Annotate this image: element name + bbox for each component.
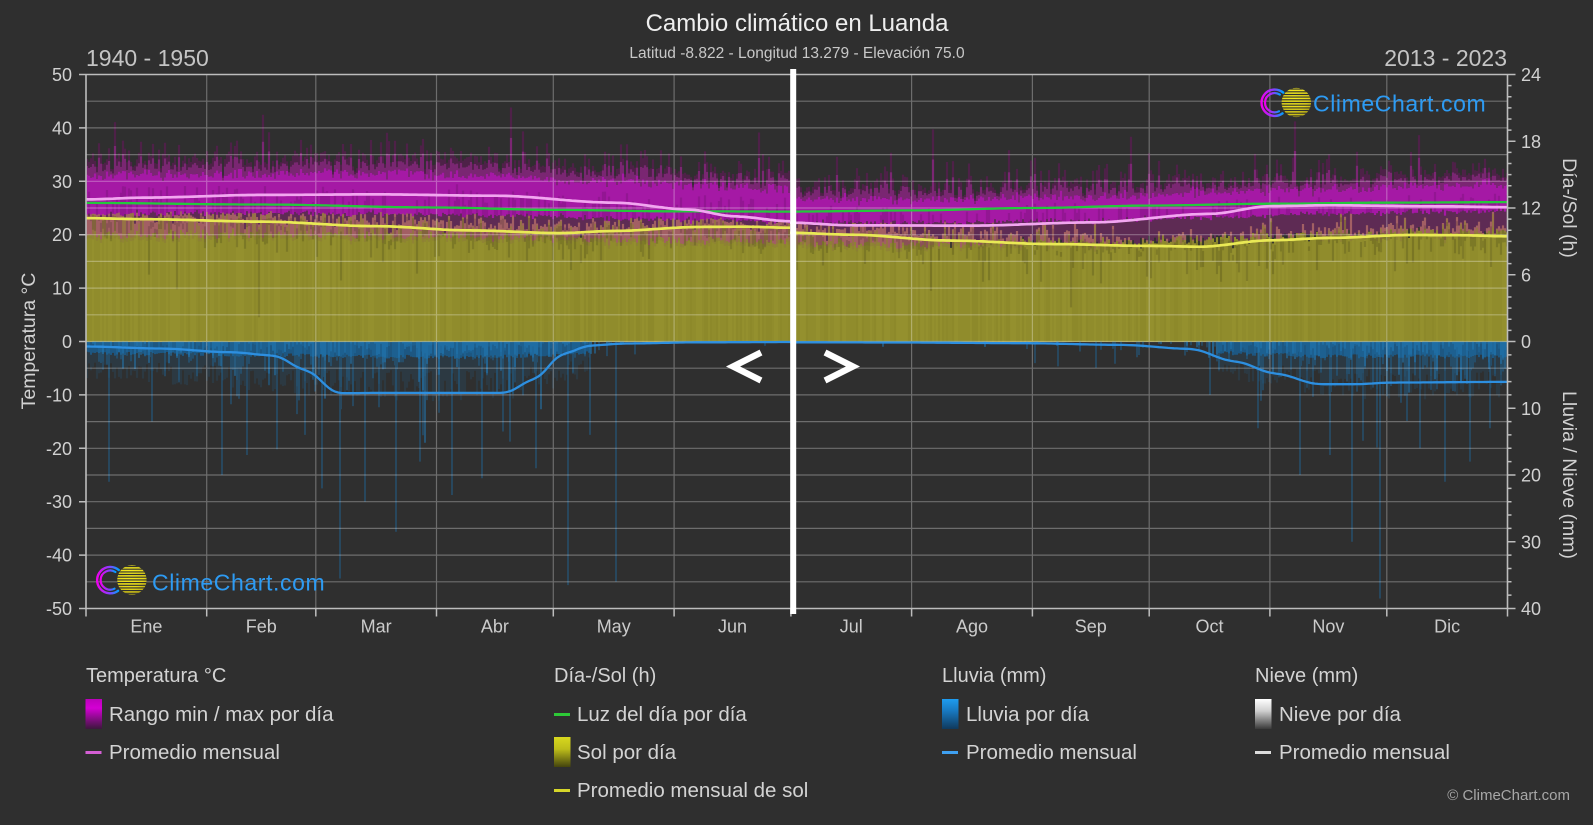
svg-text:Mar: Mar [361,617,392,637]
svg-text:Lluvia (mm): Lluvia (mm) [942,665,1046,687]
svg-text:-40: -40 [46,546,72,566]
svg-text:ClimeChart.com: ClimeChart.com [152,570,325,596]
svg-text:Día-/Sol (h): Día-/Sol (h) [554,665,656,687]
svg-text:12: 12 [1521,199,1541,219]
svg-text:Sep: Sep [1075,617,1107,637]
svg-text:Sol por día: Sol por día [577,741,677,764]
svg-text:18: 18 [1521,132,1541,152]
svg-text:Nieve (mm): Nieve (mm) [1255,665,1358,687]
svg-text:1940 - 1950: 1940 - 1950 [86,45,209,71]
svg-text:24: 24 [1521,65,1541,85]
svg-text:May: May [597,617,631,637]
svg-text:Dic: Dic [1434,617,1460,637]
svg-text:40: 40 [1521,599,1541,619]
svg-text:Jun: Jun [718,617,747,637]
svg-text:Rango min / max por día: Rango min / max por día [109,703,334,726]
svg-text:20: 20 [1521,466,1541,486]
svg-text:Nieve por día: Nieve por día [1279,703,1402,726]
svg-text:Latitud -8.822 - Longitud 13.2: Latitud -8.822 - Longitud 13.279 - Eleva… [629,45,965,62]
svg-text:Nov: Nov [1312,617,1344,637]
svg-text:Luz del día por día: Luz del día por día [577,703,747,726]
svg-text:0: 0 [62,332,72,352]
svg-text:-20: -20 [46,439,72,459]
svg-text:© ClimeChart.com: © ClimeChart.com [1447,787,1570,804]
svg-text:-50: -50 [46,599,72,619]
svg-text:30: 30 [52,172,72,192]
svg-text:20: 20 [52,225,72,245]
svg-text:Promedio mensual: Promedio mensual [966,741,1137,764]
svg-text:6: 6 [1521,265,1531,285]
svg-text:Abr: Abr [481,617,509,637]
svg-text:Promedio mensual de sol: Promedio mensual de sol [577,779,808,802]
svg-text:Jul: Jul [840,617,863,637]
svg-text:Feb: Feb [246,617,277,637]
svg-text:10: 10 [1521,399,1541,419]
svg-text:Promedio mensual: Promedio mensual [109,741,280,764]
svg-text:Oct: Oct [1196,617,1224,637]
svg-text:Temperatura °C: Temperatura °C [18,273,40,410]
svg-text:ClimeChart.com: ClimeChart.com [1313,91,1486,117]
svg-text:30: 30 [1521,532,1541,552]
svg-text:10: 10 [52,279,72,299]
svg-text:40: 40 [52,118,72,138]
svg-text:Ago: Ago [956,617,988,637]
svg-text:-10: -10 [46,385,72,405]
svg-text:Lluvia por día: Lluvia por día [966,703,1090,726]
svg-text:Temperatura °C: Temperatura °C [86,665,226,687]
svg-text:50: 50 [52,65,72,85]
svg-text:Promedio mensual: Promedio mensual [1279,741,1450,764]
svg-text:Lluvia / Nieve (mm): Lluvia / Nieve (mm) [1558,391,1580,559]
svg-text:2013 - 2023: 2013 - 2023 [1384,45,1507,71]
svg-text:Cambio climático en Luanda: Cambio climático en Luanda [646,10,949,37]
svg-text:0: 0 [1521,332,1531,352]
svg-text:Ene: Ene [130,617,162,637]
svg-text:-30: -30 [46,492,72,512]
svg-text:Día-/Sol (h): Día-/Sol (h) [1558,158,1580,258]
